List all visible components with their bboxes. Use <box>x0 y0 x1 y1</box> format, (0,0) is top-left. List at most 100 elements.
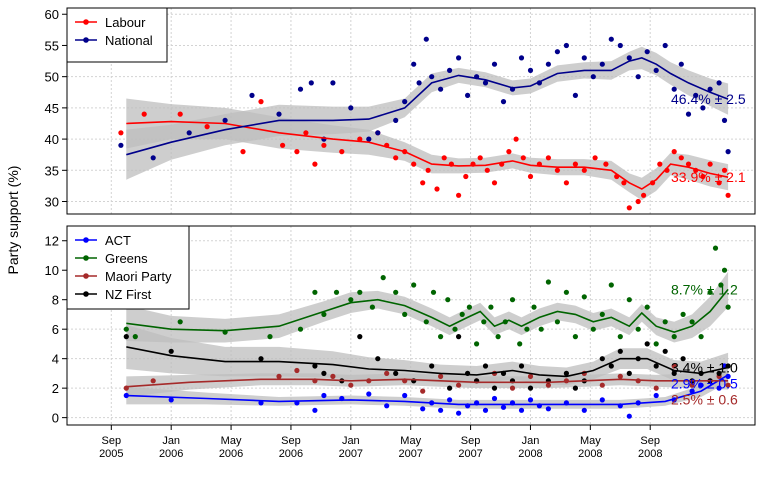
top-y-tick-label: 60 <box>45 7 59 22</box>
greens-poll-point <box>581 294 587 300</box>
act-poll-point <box>384 403 390 409</box>
greens-poll-point <box>626 297 632 303</box>
y-axis-label: Party support (%) <box>5 166 21 275</box>
national-poll-point <box>518 55 525 61</box>
act-poll-point <box>447 397 453 403</box>
labour-poll-point <box>321 142 327 148</box>
greens-poll-point <box>321 311 327 317</box>
labour-poll-point <box>626 205 632 211</box>
national-poll-point <box>150 155 156 161</box>
greens-poll-point <box>474 341 480 347</box>
national-poll-point <box>700 105 706 111</box>
greens-poll-point <box>644 304 650 310</box>
nz-first-poll-point <box>608 363 614 369</box>
act-poll-point <box>438 407 444 413</box>
act-poll-point <box>420 406 426 412</box>
labour-poll-point <box>441 155 447 161</box>
x-tick-month-label: Jan <box>162 435 180 447</box>
labour-poll-point <box>280 142 286 148</box>
national-poll-point <box>222 117 228 123</box>
bottom-y-tick-label: 12 <box>45 234 59 249</box>
labour-confidence-band <box>126 98 729 201</box>
act-poll-point <box>653 392 659 399</box>
nz-first-poll-point <box>168 348 174 354</box>
x-tick-year-label: 2006 <box>219 448 243 460</box>
national-poll-point <box>491 61 498 67</box>
greens-poll-point <box>430 289 437 295</box>
national-confidence-band <box>126 46 729 180</box>
national-poll-point <box>554 49 561 55</box>
labour-poll-point <box>721 167 728 173</box>
national-end-label: 46.4% ± 2.5 <box>671 91 746 107</box>
greens-poll-point <box>357 289 363 295</box>
national-poll-point <box>330 80 336 86</box>
x-tick-year-label: 2005 <box>99 448 123 460</box>
labour-poll-point <box>725 192 731 198</box>
labour-poll-point <box>393 155 399 161</box>
greens-poll-point <box>617 334 623 340</box>
nz-first-poll-point <box>393 370 399 376</box>
greens-poll-point <box>348 297 354 303</box>
x-tick-month-label: Sep <box>640 435 660 447</box>
act-poll-point <box>518 407 525 413</box>
labour-poll-point <box>527 173 534 180</box>
maori-party-poll-point <box>456 382 462 388</box>
nz-first-poll-point <box>456 334 462 340</box>
nz-first-poll-point <box>671 370 677 376</box>
labour-poll-point <box>635 198 641 205</box>
nz-first-poll-point <box>375 356 381 362</box>
labour-poll-point <box>563 180 570 186</box>
maori-party-poll-point <box>276 373 282 379</box>
labour-poll-point <box>463 173 469 180</box>
greens-poll-point <box>590 326 596 332</box>
national-poll-point <box>644 49 650 55</box>
greens-poll-point <box>369 304 375 310</box>
x-tick-month-label: Jan <box>342 435 360 447</box>
national-trend-line <box>126 57 729 156</box>
greens-poll-point <box>481 319 487 325</box>
labour-poll-point <box>339 149 345 155</box>
labour-poll-point <box>303 130 309 136</box>
labour-poll-point <box>118 130 124 136</box>
greens-trend-line <box>126 288 729 333</box>
maori-party-legend-label: Maori Party <box>105 269 172 284</box>
greens-poll-point <box>393 289 399 295</box>
nz-first-poll-point <box>572 385 579 391</box>
labour-poll-point <box>572 161 579 167</box>
national-poll-point <box>707 86 713 92</box>
labour-poll-point <box>357 136 363 142</box>
labour-poll-point <box>671 149 677 155</box>
act-legend-label: ACT <box>105 233 131 248</box>
labour-poll-point <box>520 155 526 161</box>
nz-first-legend-label: NZ First <box>105 287 152 302</box>
national-poll-point <box>725 149 731 155</box>
x-tick-month-label: Jan <box>522 435 540 447</box>
x-tick-year-label: 2008 <box>638 448 662 460</box>
nz-first-poll-point <box>491 385 498 391</box>
act-confidence-band <box>126 367 729 409</box>
x-tick-year-label: 2006 <box>279 448 303 460</box>
act-poll-point <box>312 407 318 413</box>
bottom-y-tick-label: 8 <box>52 293 59 308</box>
top-y-tick-label: 30 <box>45 195 59 210</box>
act-poll-point <box>402 392 408 399</box>
act-trend-line <box>126 374 729 406</box>
maori-party-poll-point <box>689 382 695 388</box>
national-poll-point <box>599 61 605 67</box>
labour-poll-point <box>491 180 498 186</box>
national-poll-point <box>423 36 429 42</box>
labour-poll-point <box>204 124 210 130</box>
labour-poll-point <box>678 155 684 161</box>
act-poll-point <box>716 385 722 391</box>
nz-first-poll-point <box>626 370 632 376</box>
maori-party-poll-point <box>420 388 426 394</box>
nz-first-poll-point <box>662 348 668 354</box>
nz-first-poll-point <box>599 356 605 362</box>
x-tick-year-label: 2007 <box>339 448 363 460</box>
maori-party-poll-point <box>527 373 534 379</box>
bottom-y-tick-label: 2 <box>52 381 59 396</box>
nz-first-poll-point <box>518 363 525 369</box>
greens-poll-point <box>712 245 719 251</box>
